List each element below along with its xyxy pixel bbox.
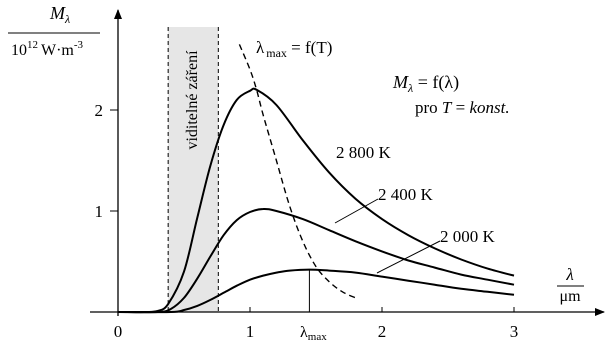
y-axis-label: Mλ 1012 W·m-3 bbox=[8, 3, 100, 59]
x-tick-label: 1 bbox=[246, 322, 255, 341]
series-curve-0 bbox=[117, 87, 515, 314]
series-curve-1 bbox=[117, 207, 515, 314]
leader-2000k bbox=[376, 240, 441, 274]
peak-locus-label: λ max = f(T) bbox=[256, 38, 332, 60]
series-curve-2 bbox=[117, 268, 515, 314]
x-tick-label: 2 bbox=[378, 322, 387, 341]
x-label-den: μm bbox=[559, 288, 581, 305]
condition-annotation: pro T = konst. bbox=[415, 98, 510, 117]
series-label-2000k: 2 000 K bbox=[440, 227, 496, 246]
lambda-max-tick-label: λmax bbox=[300, 324, 327, 343]
x-axis-label: λ μm bbox=[557, 265, 584, 305]
x-tick-label: 0 bbox=[114, 322, 123, 341]
x-tick-label: 3 bbox=[510, 322, 519, 341]
peak-locus-dashed-line bbox=[238, 44, 356, 299]
y-label-den: 1012 W·m-3 bbox=[11, 39, 84, 59]
x-label-num: λ bbox=[565, 265, 573, 284]
series-layer bbox=[117, 87, 515, 314]
formula-annotation: Mλ = f(λ) bbox=[392, 72, 459, 95]
series-label-2400k: 2 400 K bbox=[378, 185, 434, 204]
leader-2400k bbox=[334, 198, 379, 224]
y-label-num: Mλ bbox=[49, 3, 70, 26]
visible-band-label: viditelné záření bbox=[184, 50, 201, 150]
axis-ticks: 0 1 2 3 1 2 bbox=[95, 101, 519, 341]
y-tick-label: 1 bbox=[95, 202, 104, 221]
y-tick-label: 2 bbox=[95, 101, 104, 120]
series-label-2800k: 2 800 K bbox=[336, 143, 392, 162]
